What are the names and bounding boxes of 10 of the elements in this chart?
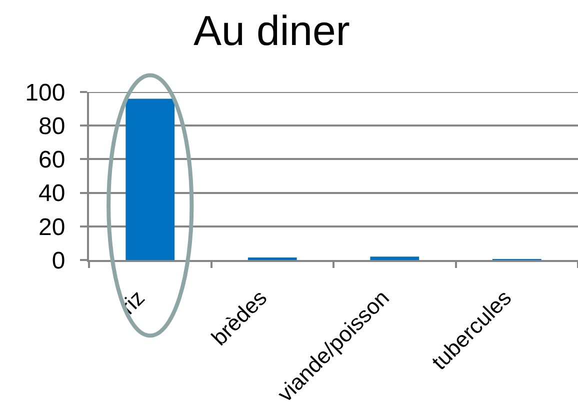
bar	[248, 257, 297, 260]
y-tick-label: 60	[38, 146, 66, 174]
bar	[126, 98, 175, 260]
y-tick-label: 20	[38, 214, 66, 241]
bar	[370, 256, 420, 260]
y-tick-label: 80	[38, 113, 66, 140]
chart-title: Au diner	[193, 6, 350, 54]
y-tick-label: 100	[25, 79, 66, 106]
y-tick-label: 0	[52, 247, 66, 274]
y-tick-label: 40	[38, 180, 66, 208]
